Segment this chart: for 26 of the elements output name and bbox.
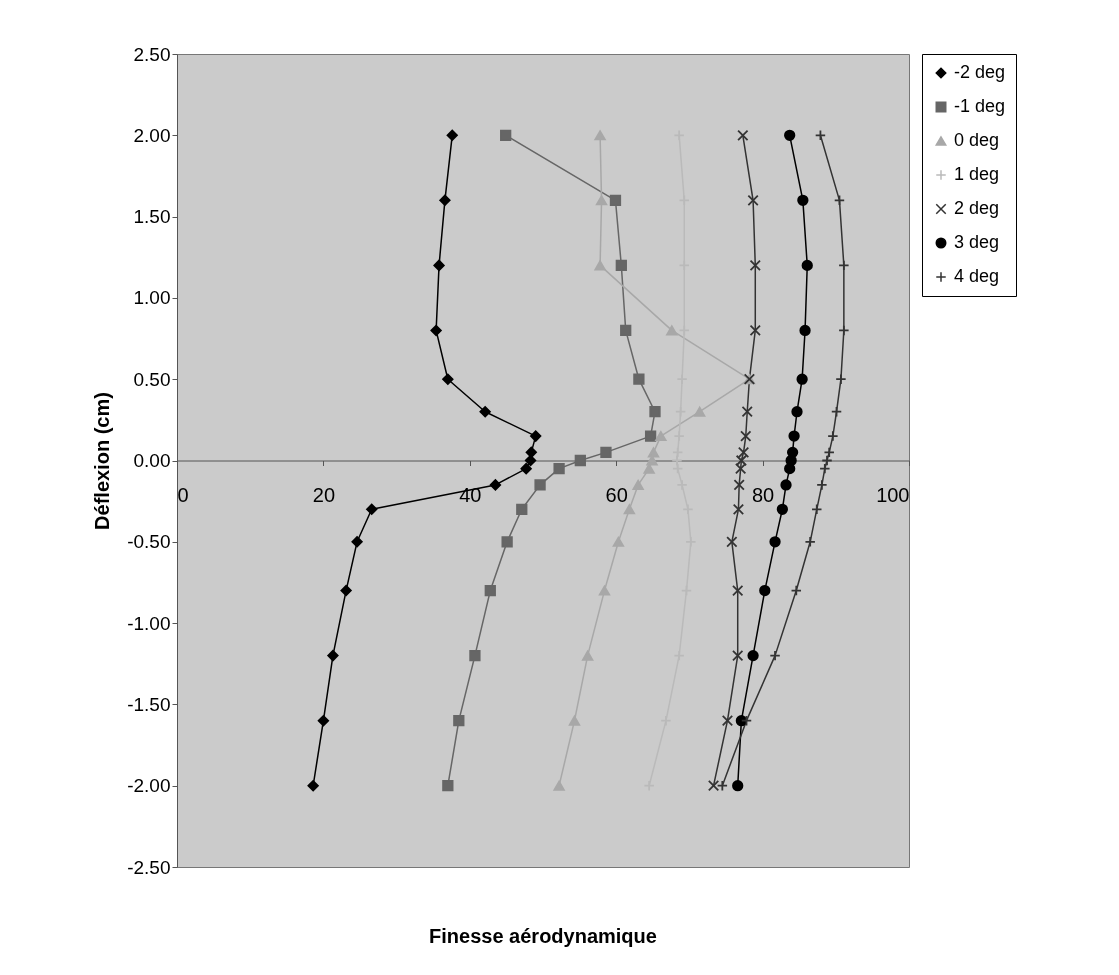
y-tick-label: 2.50 xyxy=(133,43,171,65)
legend-label: 0 deg xyxy=(954,130,1000,150)
y-tick-label: 1.50 xyxy=(133,206,171,228)
x-tick-label: 0 xyxy=(177,484,189,506)
x-tick-label: 20 xyxy=(312,484,336,506)
x-tick-label: 100 xyxy=(876,484,910,506)
legend-label: -1 deg xyxy=(954,96,1006,116)
y-tick-label: 0.00 xyxy=(133,450,171,471)
legend-label: 4 deg xyxy=(954,266,1000,286)
y-tick-label: -2.50 xyxy=(127,856,171,878)
y-tick-label: -2.00 xyxy=(127,775,171,797)
y-tick-label: -1.00 xyxy=(127,612,171,634)
legend-label: -2 deg xyxy=(954,62,1006,82)
y-tick-label: 2.00 xyxy=(133,124,171,146)
legend-label: 3 deg xyxy=(954,232,1000,252)
x-tick-label: 40 xyxy=(459,484,482,506)
x-axis-title: Finesse aérodynamique xyxy=(429,925,657,947)
legend-label: 1 deg xyxy=(954,164,1000,184)
y-tick-label: -0.50 xyxy=(127,531,171,553)
x-tick-label: 80 xyxy=(751,484,775,506)
y-axis-title: Déflexion (cm) xyxy=(91,392,114,530)
y-tick-label: 1.00 xyxy=(133,287,171,309)
legend-label: 2 deg xyxy=(954,198,1000,218)
y-tick-label: -1.50 xyxy=(127,693,171,715)
y-tick-label: 0.50 xyxy=(133,368,171,390)
x-tick-label: 60 xyxy=(605,484,628,506)
